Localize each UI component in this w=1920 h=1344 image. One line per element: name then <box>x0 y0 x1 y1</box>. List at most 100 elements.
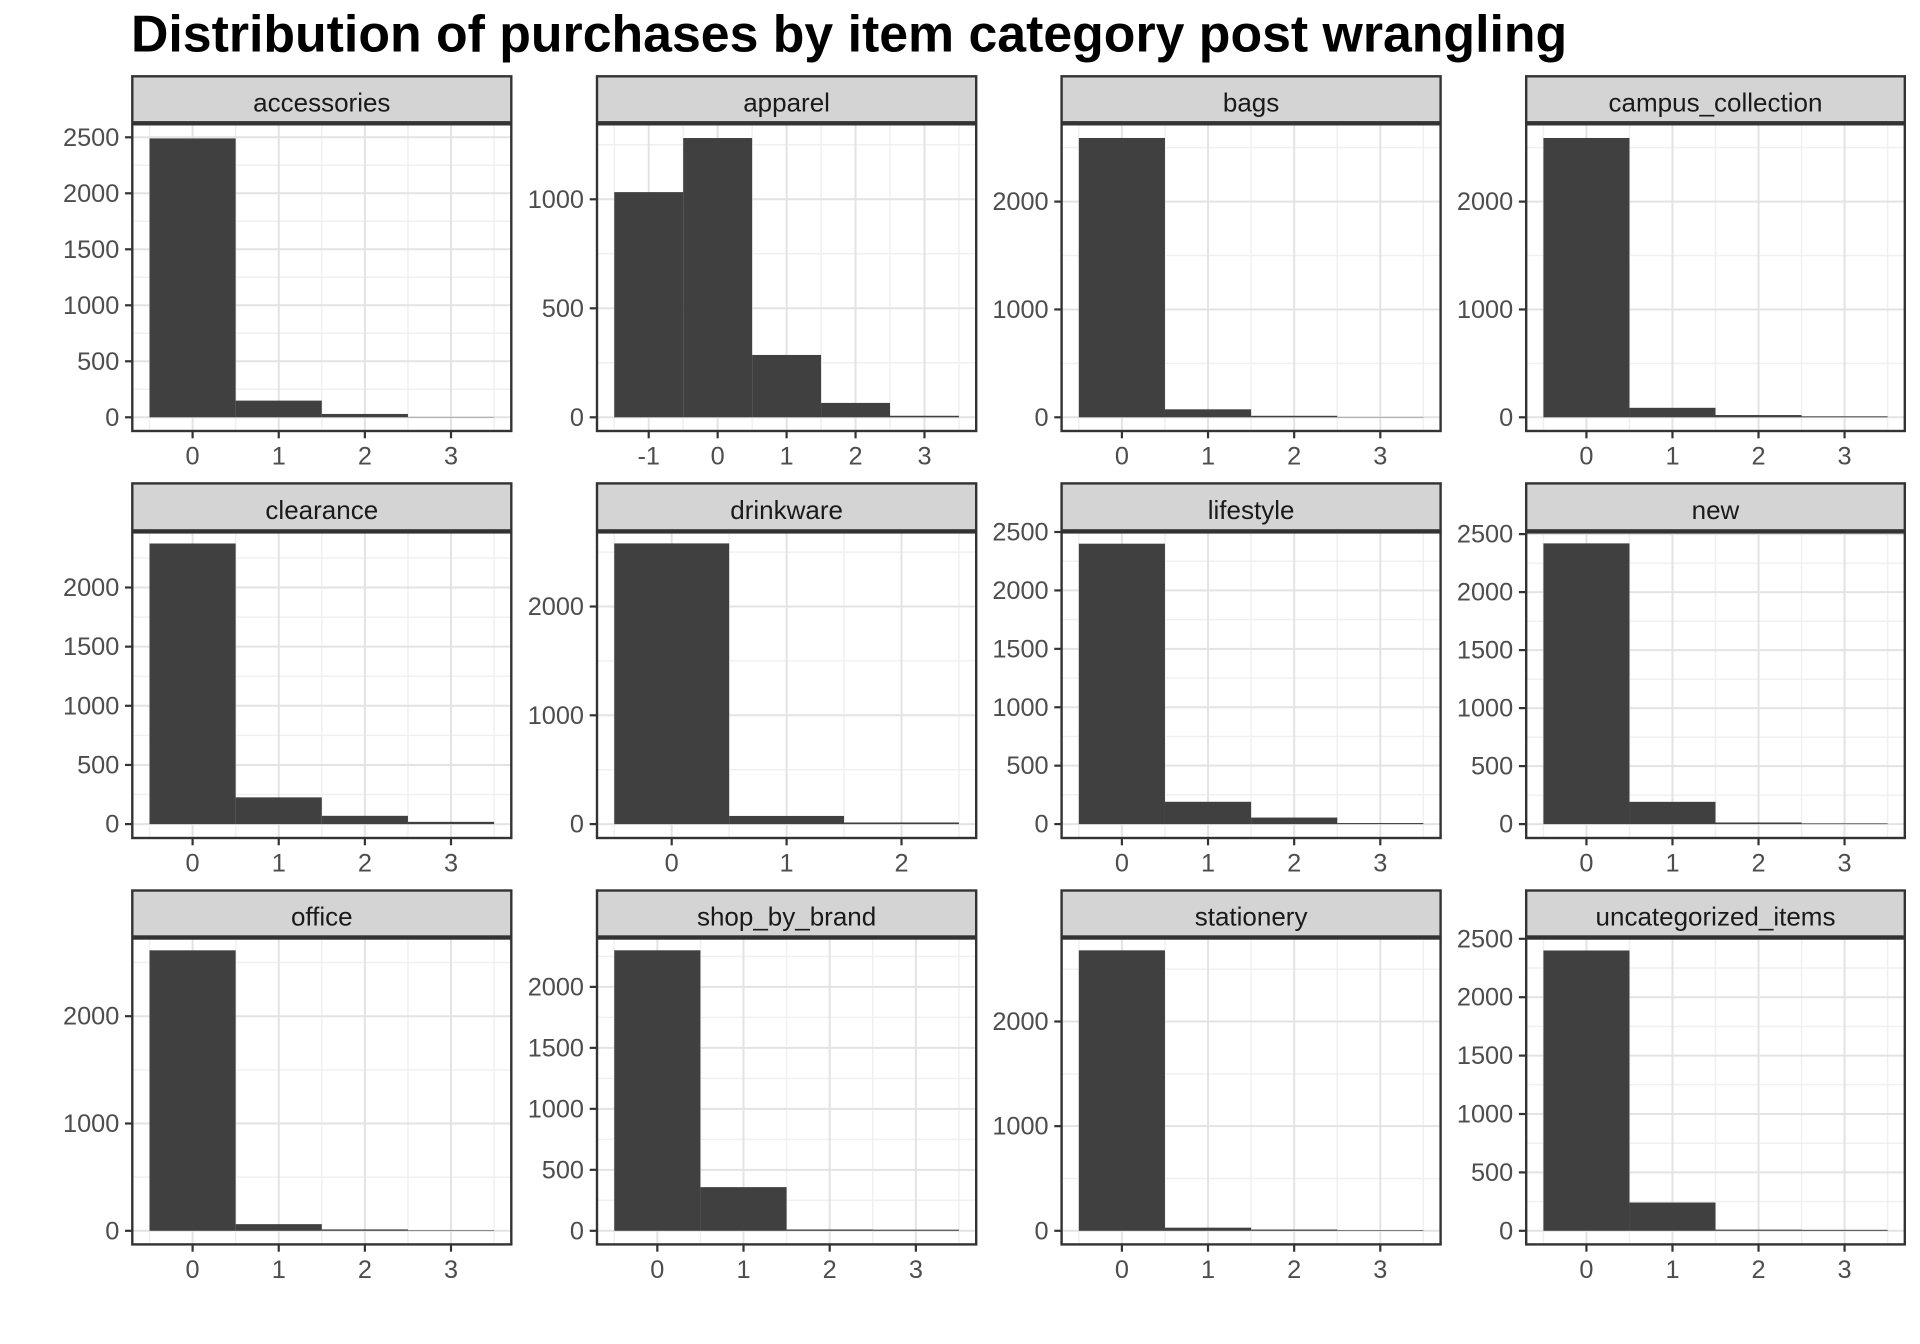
svg-text:shop_by_brand: shop_by_brand <box>697 902 876 932</box>
svg-text:500: 500 <box>1471 1159 1513 1187</box>
svg-text:1: 1 <box>272 443 286 471</box>
svg-text:3: 3 <box>444 443 458 471</box>
svg-text:office: office <box>291 902 353 932</box>
svg-text:uncategorized_items: uncategorized_items <box>1596 902 1836 932</box>
svg-text:2: 2 <box>1287 1256 1301 1284</box>
svg-text:0: 0 <box>1035 811 1049 839</box>
svg-text:1: 1 <box>1201 850 1215 878</box>
svg-text:1: 1 <box>1665 443 1679 471</box>
svg-text:accessories: accessories <box>253 87 390 117</box>
svg-text:2000: 2000 <box>528 973 584 1001</box>
svg-text:2: 2 <box>1751 1256 1765 1284</box>
svg-text:500: 500 <box>542 295 584 323</box>
svg-text:3: 3 <box>1373 850 1387 878</box>
svg-text:0: 0 <box>186 1256 200 1284</box>
svg-text:1: 1 <box>272 1256 286 1284</box>
svg-text:2500: 2500 <box>1457 521 1513 549</box>
svg-text:1000: 1000 <box>63 292 119 320</box>
svg-text:2: 2 <box>849 443 863 471</box>
svg-text:2: 2 <box>1751 443 1765 471</box>
svg-text:1: 1 <box>272 850 286 878</box>
svg-text:1: 1 <box>1201 1256 1215 1284</box>
svg-text:3: 3 <box>444 850 458 878</box>
svg-text:1000: 1000 <box>1457 1101 1513 1129</box>
svg-text:0: 0 <box>1115 443 1129 471</box>
svg-text:2: 2 <box>894 850 908 878</box>
svg-text:0: 0 <box>1579 443 1593 471</box>
svg-text:1500: 1500 <box>63 633 119 661</box>
svg-text:3: 3 <box>444 1256 458 1284</box>
svg-text:bags: bags <box>1223 87 1279 117</box>
svg-text:2: 2 <box>358 1256 372 1284</box>
svg-text:1500: 1500 <box>528 1034 584 1062</box>
svg-text:1: 1 <box>780 443 794 471</box>
svg-text:campus_collection: campus_collection <box>1609 87 1823 117</box>
svg-text:2: 2 <box>358 443 372 471</box>
svg-text:3: 3 <box>917 443 931 471</box>
svg-text:2: 2 <box>1287 850 1301 878</box>
svg-text:3: 3 <box>1373 443 1387 471</box>
svg-text:2: 2 <box>1287 443 1301 471</box>
svg-text:2500: 2500 <box>63 124 119 152</box>
svg-text:2000: 2000 <box>992 188 1048 216</box>
svg-text:0: 0 <box>570 811 584 839</box>
svg-text:3: 3 <box>909 1256 923 1284</box>
svg-text:0: 0 <box>1035 404 1049 432</box>
svg-text:2500: 2500 <box>1457 925 1513 953</box>
svg-text:500: 500 <box>77 348 119 376</box>
svg-text:0: 0 <box>650 1256 664 1284</box>
svg-text:1000: 1000 <box>528 1095 584 1123</box>
svg-text:0: 0 <box>1115 850 1129 878</box>
svg-text:Distribution of purchases by i: Distribution of purchases by item catego… <box>131 5 1567 63</box>
svg-text:2000: 2000 <box>1457 188 1513 216</box>
svg-text:clearance: clearance <box>265 495 378 525</box>
svg-text:1000: 1000 <box>528 702 584 730</box>
svg-text:3: 3 <box>1373 1256 1387 1284</box>
svg-text:0: 0 <box>570 1217 584 1245</box>
svg-text:2000: 2000 <box>63 574 119 602</box>
svg-text:2000: 2000 <box>528 593 584 621</box>
svg-text:1000: 1000 <box>1457 695 1513 723</box>
svg-text:stationery: stationery <box>1195 902 1308 932</box>
svg-text:1000: 1000 <box>992 296 1048 324</box>
svg-text:3: 3 <box>1838 443 1852 471</box>
svg-text:0: 0 <box>1579 850 1593 878</box>
svg-text:500: 500 <box>1471 753 1513 781</box>
svg-text:1000: 1000 <box>992 1113 1048 1141</box>
svg-text:2000: 2000 <box>992 577 1048 605</box>
svg-text:0: 0 <box>105 404 119 432</box>
svg-text:2000: 2000 <box>63 180 119 208</box>
svg-text:new: new <box>1692 495 1740 525</box>
svg-text:1000: 1000 <box>63 692 119 720</box>
svg-text:0: 0 <box>570 404 584 432</box>
svg-text:-1: -1 <box>637 443 660 471</box>
svg-text:2000: 2000 <box>63 1003 119 1031</box>
svg-text:drinkware: drinkware <box>730 495 843 525</box>
svg-text:500: 500 <box>1006 752 1048 780</box>
svg-text:0: 0 <box>105 811 119 839</box>
svg-text:lifestyle: lifestyle <box>1208 495 1295 525</box>
svg-text:1: 1 <box>780 850 794 878</box>
svg-text:1000: 1000 <box>1457 296 1513 324</box>
svg-text:2000: 2000 <box>992 1008 1048 1036</box>
svg-text:1: 1 <box>1665 850 1679 878</box>
svg-text:1000: 1000 <box>63 1110 119 1138</box>
svg-text:1500: 1500 <box>63 236 119 264</box>
svg-text:2: 2 <box>1751 850 1765 878</box>
svg-text:2: 2 <box>823 1256 837 1284</box>
svg-text:1: 1 <box>736 1256 750 1284</box>
svg-text:0: 0 <box>665 850 679 878</box>
svg-text:2000: 2000 <box>1457 579 1513 607</box>
svg-text:0: 0 <box>105 1217 119 1245</box>
svg-text:1500: 1500 <box>1457 1042 1513 1070</box>
svg-text:2000: 2000 <box>1457 984 1513 1012</box>
svg-text:0: 0 <box>1499 404 1513 432</box>
svg-text:500: 500 <box>542 1156 584 1184</box>
svg-text:0: 0 <box>1035 1217 1049 1245</box>
svg-text:1000: 1000 <box>992 694 1048 722</box>
svg-text:1: 1 <box>1665 1256 1679 1284</box>
svg-text:1500: 1500 <box>1457 637 1513 665</box>
svg-text:0: 0 <box>1579 1256 1593 1284</box>
svg-text:2500: 2500 <box>992 519 1048 547</box>
svg-text:0: 0 <box>186 443 200 471</box>
